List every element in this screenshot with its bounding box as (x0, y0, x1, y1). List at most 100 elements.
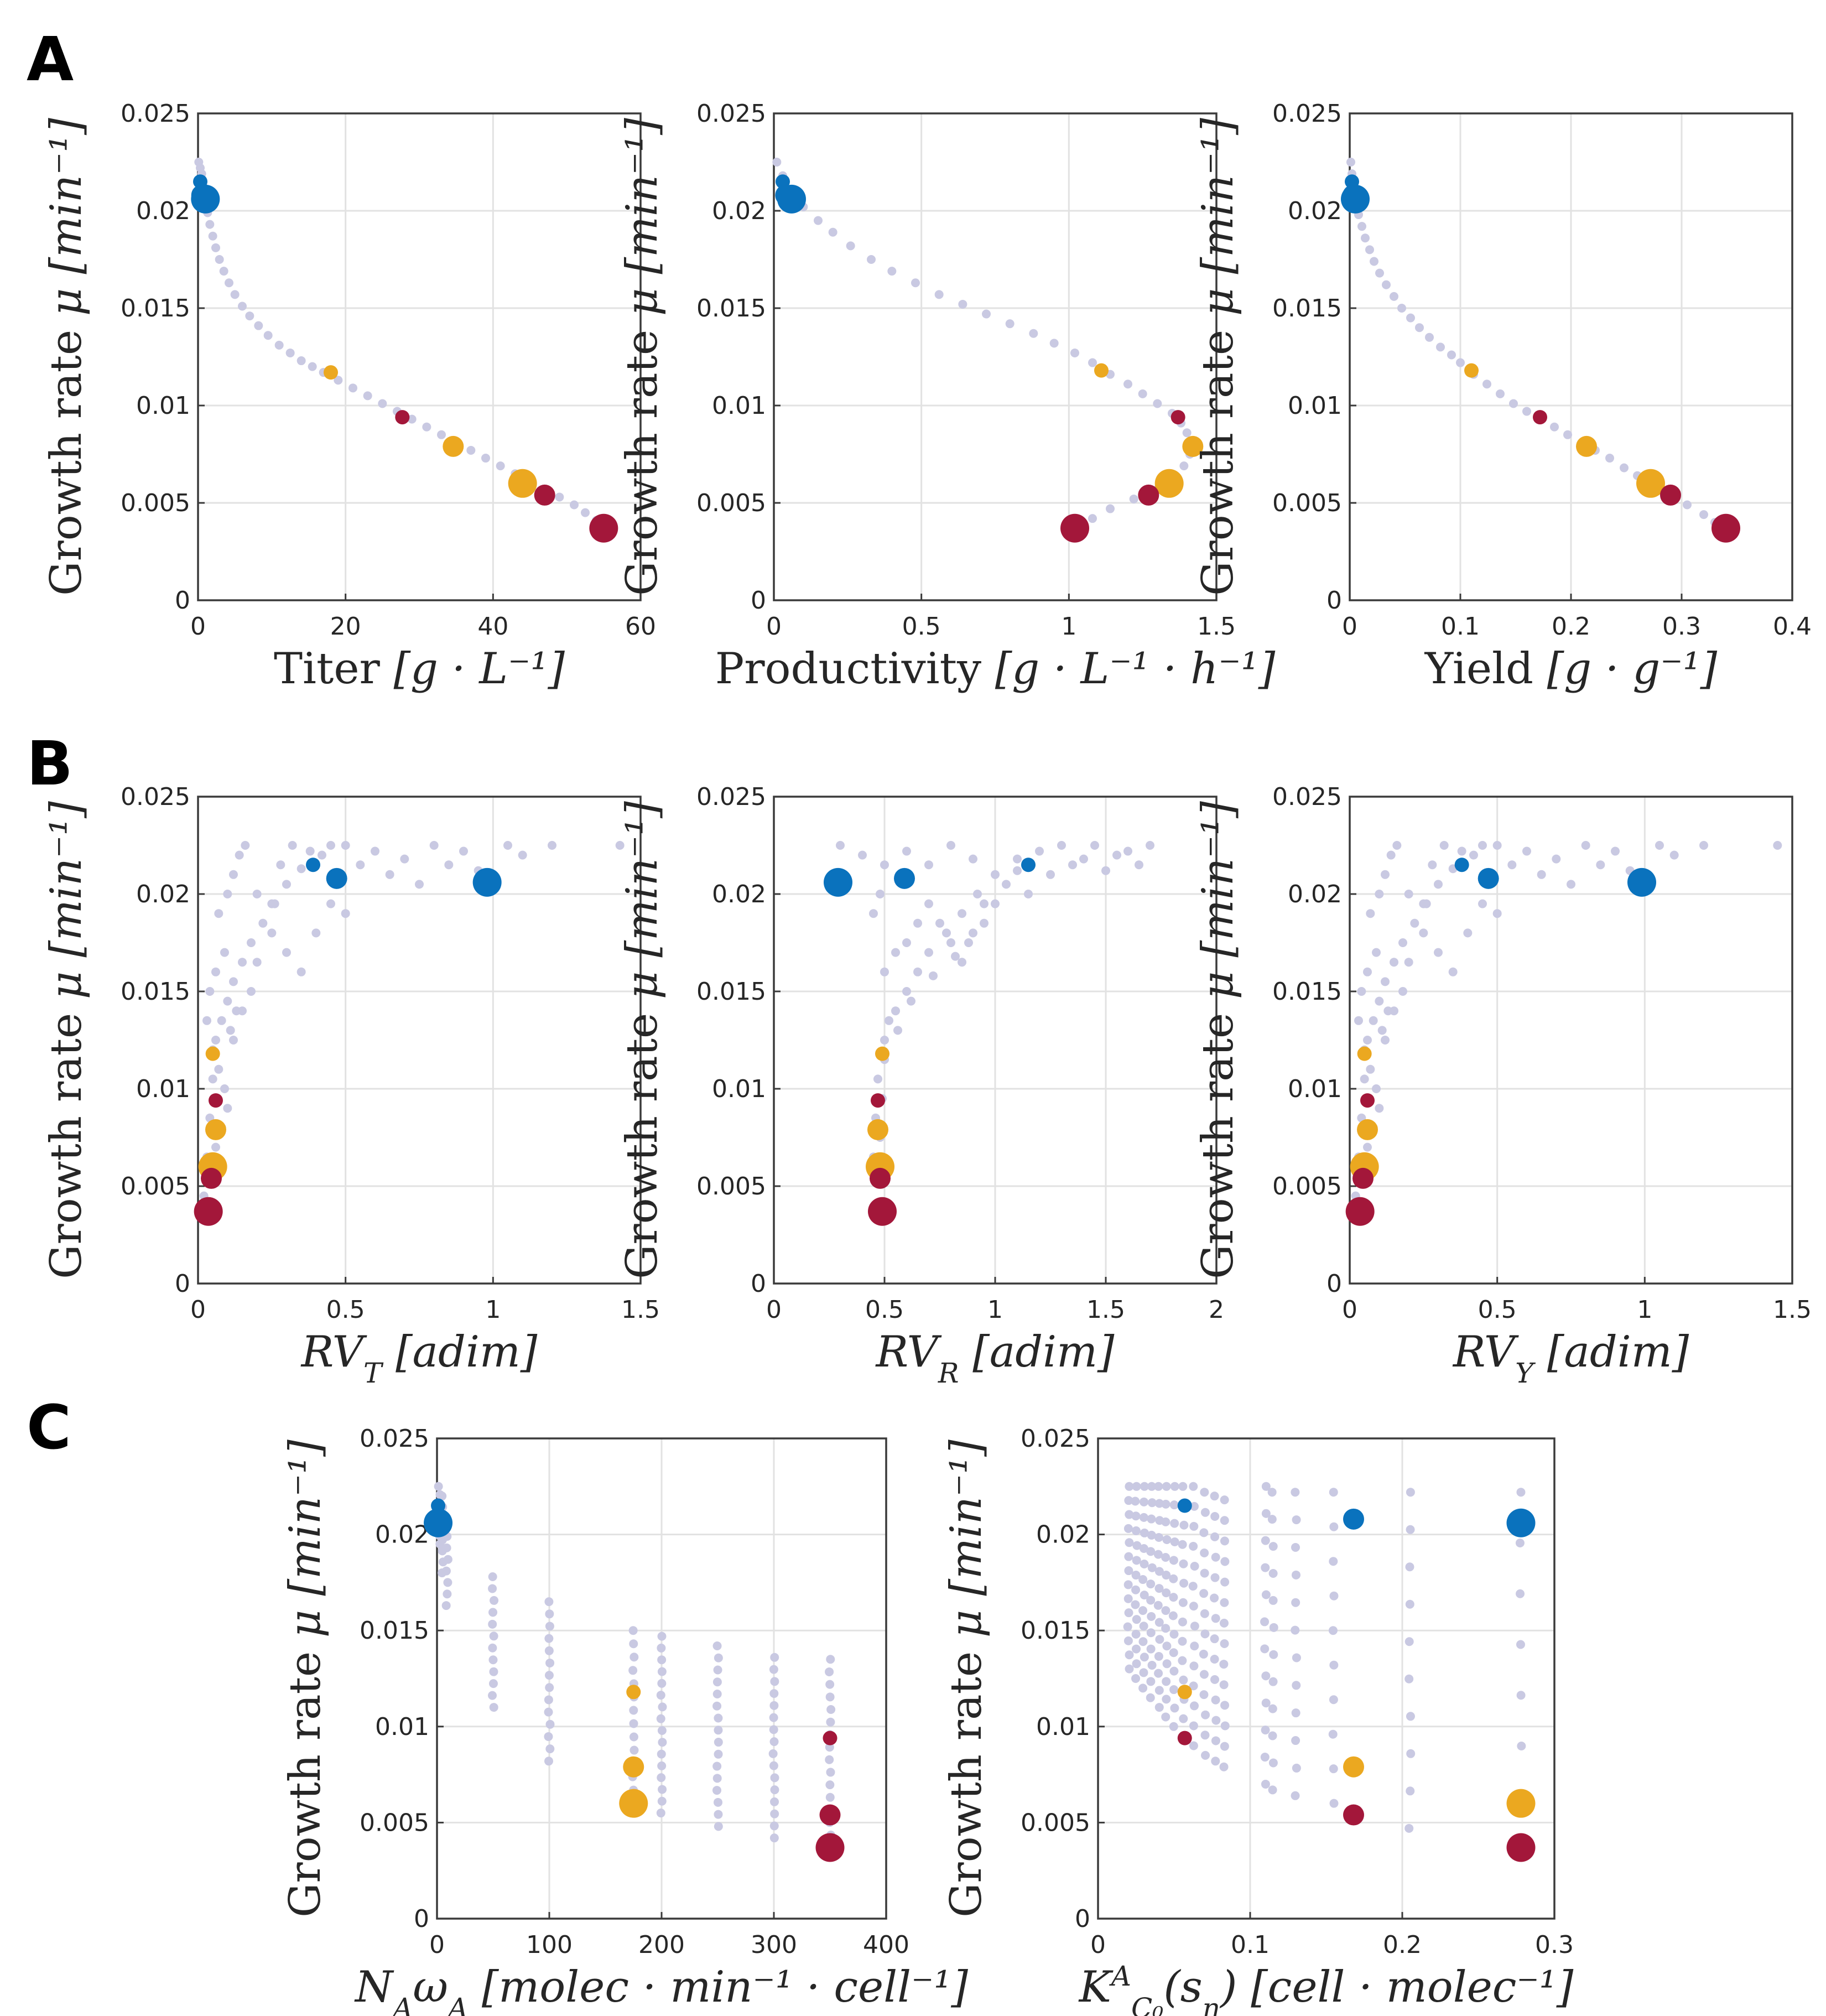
background-point (1522, 846, 1531, 856)
background-point (1365, 245, 1374, 254)
background-point (1404, 958, 1413, 967)
y-tick-label: 0.025 (121, 100, 190, 128)
background-point (1291, 1791, 1300, 1800)
background-point (770, 1797, 779, 1806)
background-point (1131, 1497, 1140, 1506)
x-tick-label: 400 (863, 1931, 909, 1959)
background-point (969, 854, 977, 864)
highlight-point-red (1533, 410, 1547, 425)
background-point (1567, 880, 1575, 889)
background-point (1147, 1612, 1156, 1621)
background-point (1125, 1664, 1134, 1674)
x-tick-label: 300 (751, 1931, 797, 1959)
background-point (205, 220, 215, 229)
background-point (1699, 841, 1708, 850)
highlight-point-blue (777, 184, 806, 214)
background-point (1170, 1537, 1179, 1546)
background-point (769, 1689, 779, 1698)
background-point (1129, 494, 1138, 503)
background-point (1436, 342, 1445, 352)
background-point (880, 967, 889, 976)
background-point (1267, 1515, 1277, 1524)
background-point (211, 967, 220, 976)
background-point (223, 890, 232, 898)
background-point (1366, 909, 1375, 918)
background-point (488, 1619, 497, 1629)
background-point (263, 331, 273, 340)
background-point (1147, 1482, 1157, 1491)
background-point (1131, 1571, 1141, 1580)
highlight-point-yellow (1177, 1685, 1192, 1700)
highlight-point-red (1343, 1804, 1364, 1826)
background-point (334, 376, 343, 385)
background-point (544, 1732, 553, 1741)
highlight-point-yellow (626, 1685, 641, 1700)
background-point (656, 1714, 665, 1723)
x-tick-label: 0 (429, 1931, 445, 1959)
y-axis-label: Growth rate μ [min⁻¹] (1193, 801, 1243, 1279)
background-point (876, 890, 885, 898)
background-point (1178, 1617, 1187, 1627)
y-tick-label: 0.02 (1288, 197, 1342, 225)
data-points (194, 841, 625, 1226)
background-point (1190, 1701, 1199, 1711)
background-point (1405, 1562, 1414, 1572)
background-point (496, 461, 505, 471)
background-point (1029, 329, 1038, 338)
background-point (712, 1774, 722, 1783)
background-point (769, 1725, 778, 1734)
background-point (247, 938, 256, 947)
background-point (629, 1706, 638, 1715)
background-point (958, 299, 967, 309)
background-point (1773, 841, 1782, 850)
background-point (770, 1785, 779, 1795)
highlight-point-yellow (867, 1119, 888, 1140)
x-tick-label: 0.2 (1383, 1931, 1422, 1959)
background-point (1079, 854, 1088, 864)
background-point (1200, 1488, 1209, 1497)
x-tick-label: 1.5 (1197, 612, 1236, 641)
background-point (1140, 1560, 1149, 1569)
background-point (1372, 948, 1381, 957)
background-point (545, 1683, 554, 1692)
y-tick-label: 0.025 (1272, 100, 1342, 128)
background-point (226, 1026, 235, 1035)
highlight-point-yellow (1576, 435, 1597, 457)
background-point (1406, 1786, 1415, 1796)
panel-letter-a: A (27, 24, 74, 95)
background-point (1522, 407, 1531, 416)
background-point (1354, 1016, 1363, 1025)
y-tick-label: 0.01 (712, 392, 766, 420)
background-point (385, 870, 394, 879)
background-point (770, 1809, 779, 1818)
highlight-point-blue (1478, 867, 1499, 889)
background-point (628, 1666, 638, 1675)
highlight-point-red (1352, 1167, 1374, 1189)
background-point (489, 1631, 498, 1641)
background-point (326, 899, 335, 908)
background-point (1132, 1615, 1141, 1624)
background-point (488, 1643, 497, 1653)
data-points (1123, 1482, 1536, 1862)
background-point (1357, 222, 1366, 231)
background-point (223, 996, 232, 1006)
x-tick-label: 1 (1637, 1296, 1652, 1324)
background-point (826, 1768, 835, 1777)
background-point (1261, 1536, 1270, 1545)
x-tick-label: 0.5 (1478, 1296, 1517, 1324)
highlight-point-red (1711, 513, 1740, 543)
background-point (545, 1658, 555, 1667)
background-point (1211, 1552, 1220, 1562)
background-point (488, 1584, 497, 1593)
background-point (893, 1026, 902, 1035)
x-tick-label: 1 (1061, 612, 1076, 641)
y-tick-label: 0.025 (696, 783, 766, 811)
background-point (958, 909, 966, 918)
background-point (973, 890, 982, 898)
background-point (1132, 1541, 1142, 1550)
y-tick-label: 0.025 (696, 100, 766, 128)
background-point (1170, 1703, 1179, 1713)
y-tick-label: 0.005 (1272, 489, 1342, 517)
background-point (1397, 304, 1406, 313)
highlight-point-yellow (1343, 1756, 1364, 1778)
